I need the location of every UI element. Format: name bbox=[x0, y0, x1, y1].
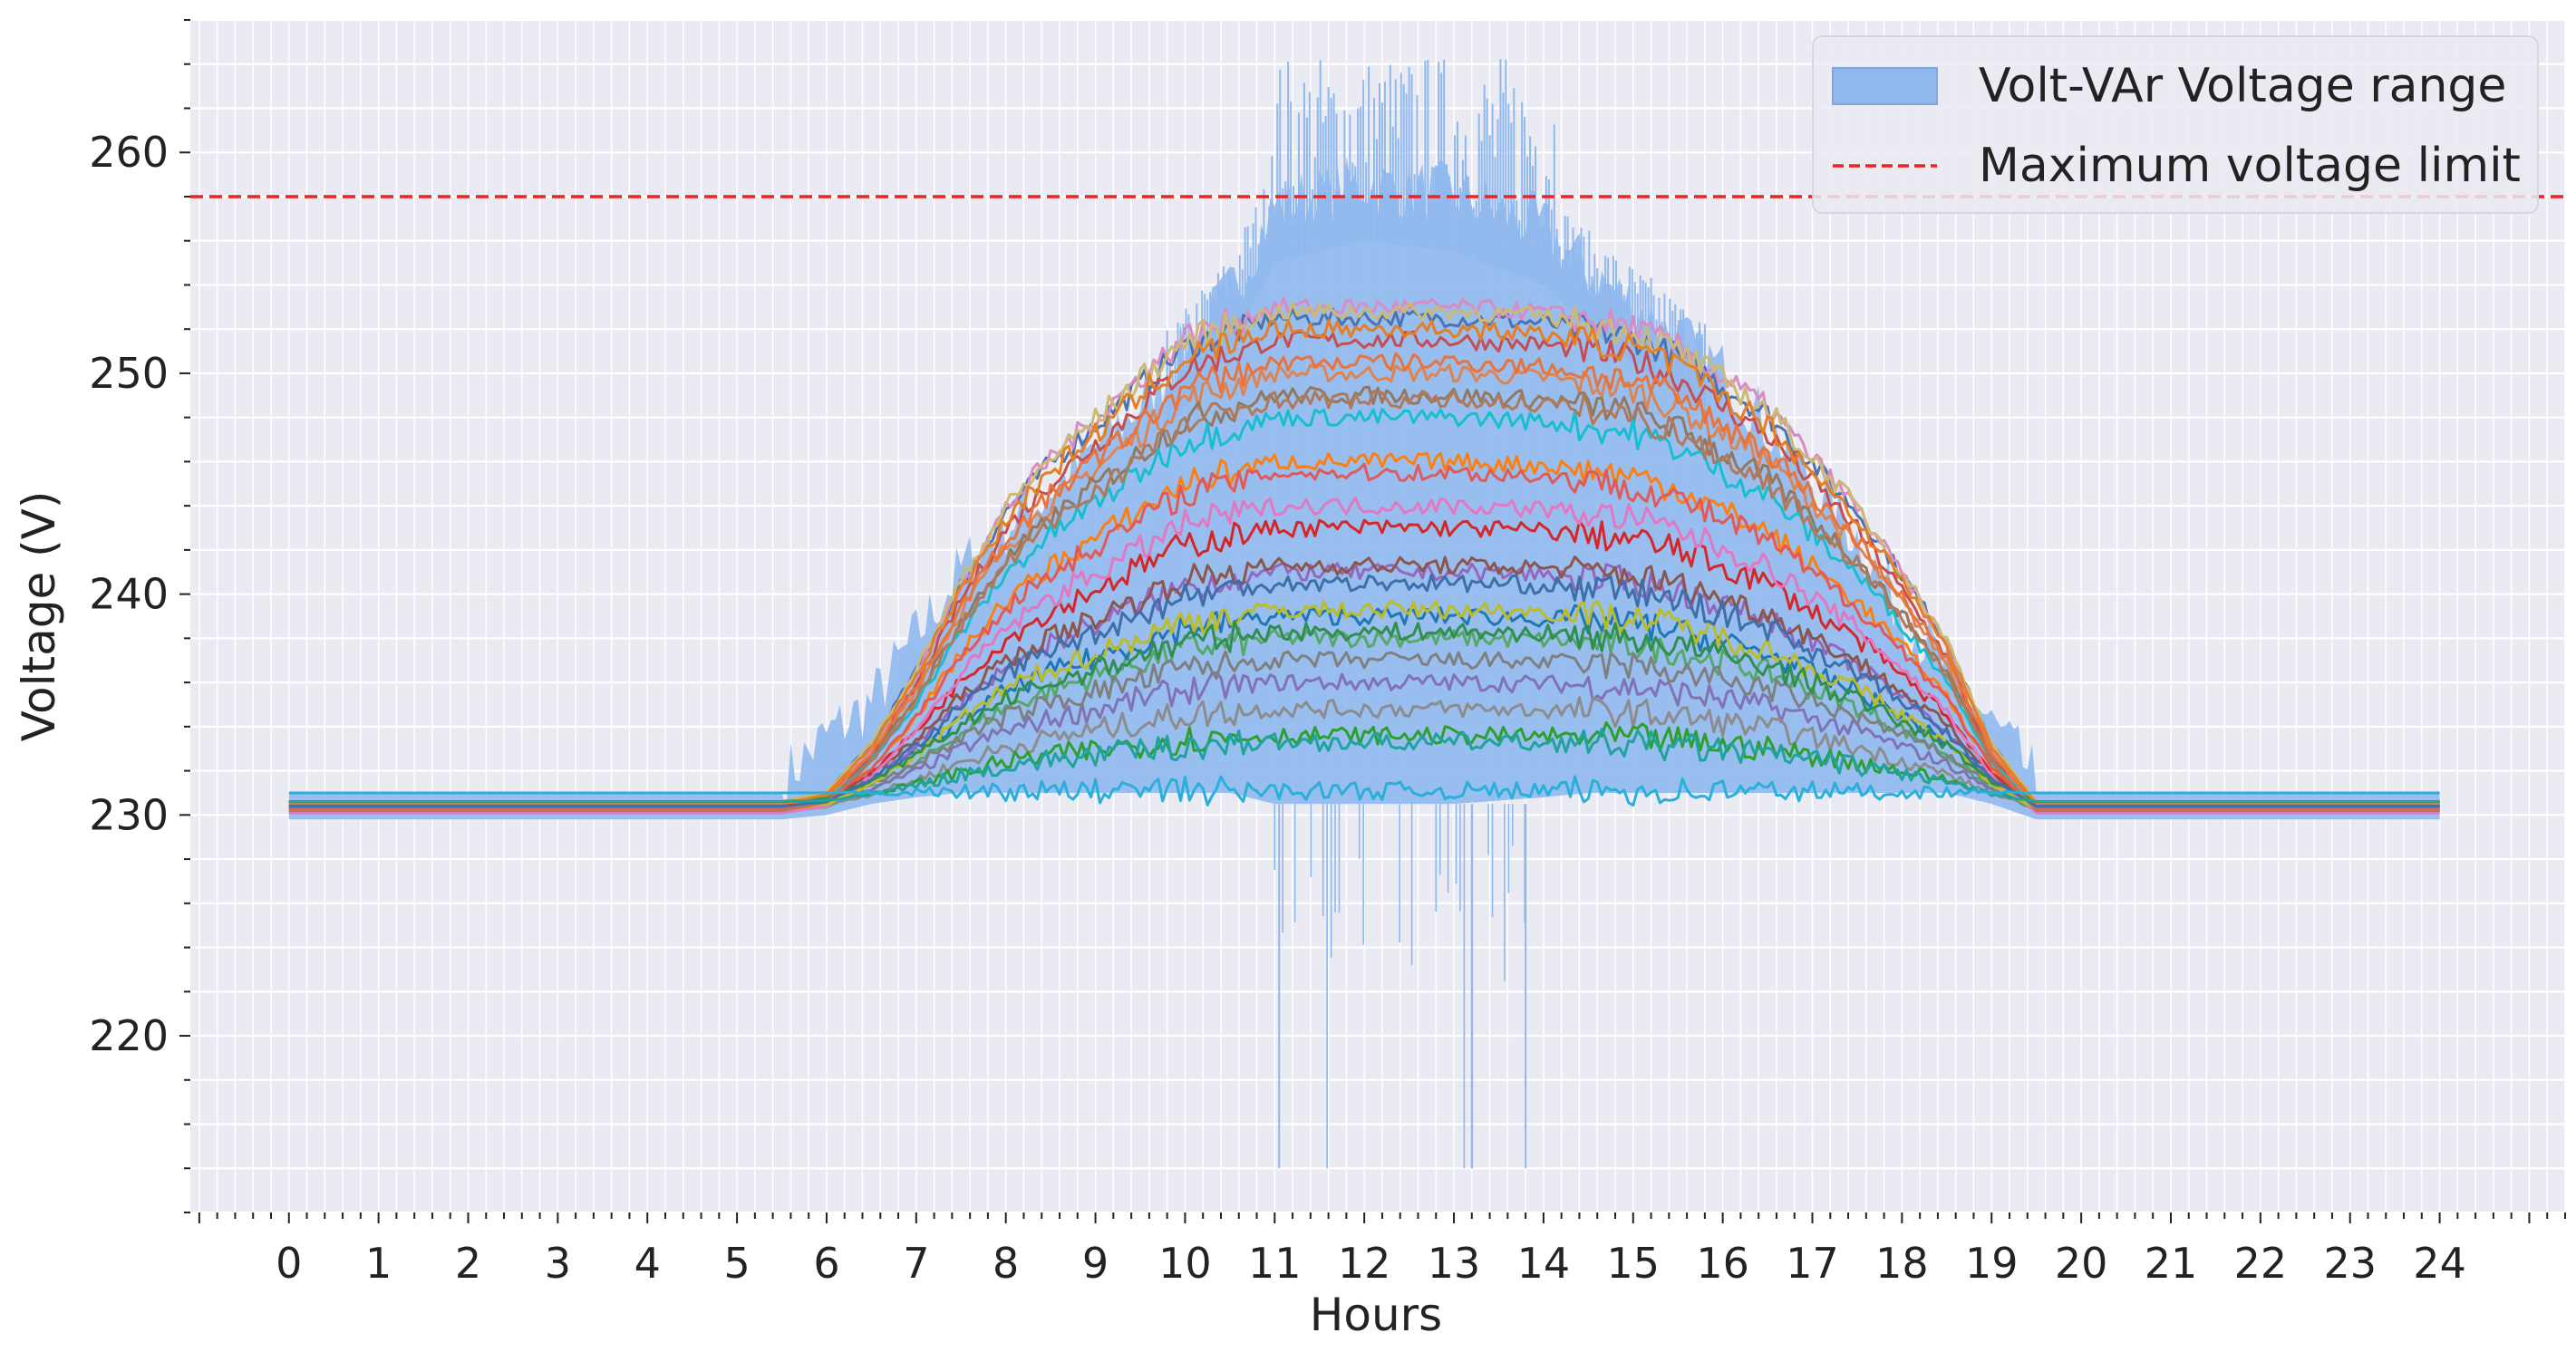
x-tick-label: 7 bbox=[903, 1239, 929, 1288]
x-tick-label: 23 bbox=[2323, 1239, 2377, 1288]
x-tick-label: 18 bbox=[1875, 1239, 1929, 1288]
x-tick-label: 8 bbox=[993, 1239, 1019, 1288]
x-tick-label: 14 bbox=[1517, 1239, 1571, 1288]
x-tick-label: 20 bbox=[2055, 1239, 2108, 1288]
x-tick-label: 19 bbox=[1965, 1239, 2019, 1288]
legend-label-limit: Maximum voltage limit bbox=[1979, 139, 2521, 193]
range-fill bbox=[288, 156, 2440, 820]
legend-label-range: Volt-VAr Voltage range bbox=[1979, 59, 2506, 113]
y-tick-label: 260 bbox=[89, 128, 169, 177]
x-tick-label: 9 bbox=[1082, 1239, 1109, 1288]
series-line bbox=[288, 775, 2440, 807]
legend-box bbox=[1812, 35, 2539, 214]
voltage-range-area bbox=[288, 59, 2440, 1169]
x-tick-label: 24 bbox=[2413, 1239, 2466, 1288]
y-tick-label: 220 bbox=[89, 1011, 169, 1060]
x-tick-label: 11 bbox=[1248, 1239, 1302, 1288]
x-tick-label: 15 bbox=[1607, 1239, 1661, 1288]
y-axis-ticks: 220 230 240 250 260 bbox=[89, 19, 190, 1213]
x-tick-label: 3 bbox=[545, 1239, 571, 1288]
x-tick-label: 2 bbox=[455, 1239, 481, 1288]
x-tick-label: 12 bbox=[1338, 1239, 1391, 1288]
x-axis-label: Hours bbox=[1310, 1289, 1442, 1341]
legend-swatch-range bbox=[1832, 67, 1938, 105]
x-tick-label: 22 bbox=[2234, 1239, 2288, 1288]
y-tick-label: 240 bbox=[89, 570, 169, 619]
x-tick-label: 21 bbox=[2145, 1239, 2198, 1288]
legend: Volt-VAr Voltage range Maximum voltage l… bbox=[1812, 35, 2539, 214]
x-tick-label: 10 bbox=[1158, 1239, 1212, 1288]
series-line bbox=[288, 574, 2440, 808]
x-tick-label: 16 bbox=[1696, 1239, 1749, 1288]
x-axis-ticks: 0 1 2 3 4 5 6 7 8 9 10 11 12 13 14 15 16 17 18 19 20 21 22 23 24 bbox=[198, 1212, 2566, 1288]
y-axis-label: Voltage (V) bbox=[13, 491, 65, 742]
x-tick-label: 5 bbox=[723, 1239, 750, 1288]
series-line bbox=[288, 462, 2440, 810]
x-tick-label: 0 bbox=[276, 1239, 302, 1288]
series-line bbox=[288, 319, 2440, 806]
x-tick-label: 17 bbox=[1786, 1239, 1839, 1288]
y-tick-label: 230 bbox=[89, 790, 169, 839]
x-tick-label: 1 bbox=[365, 1239, 392, 1288]
x-tick-label: 6 bbox=[813, 1239, 839, 1288]
y-tick-label: 250 bbox=[89, 349, 169, 398]
series-line bbox=[288, 390, 2440, 812]
series-line bbox=[288, 728, 2440, 804]
x-tick-label: 4 bbox=[634, 1239, 661, 1288]
x-tick-label: 13 bbox=[1428, 1239, 1481, 1288]
series-line bbox=[288, 496, 2440, 815]
voltage-series-lines bbox=[288, 296, 2440, 815]
